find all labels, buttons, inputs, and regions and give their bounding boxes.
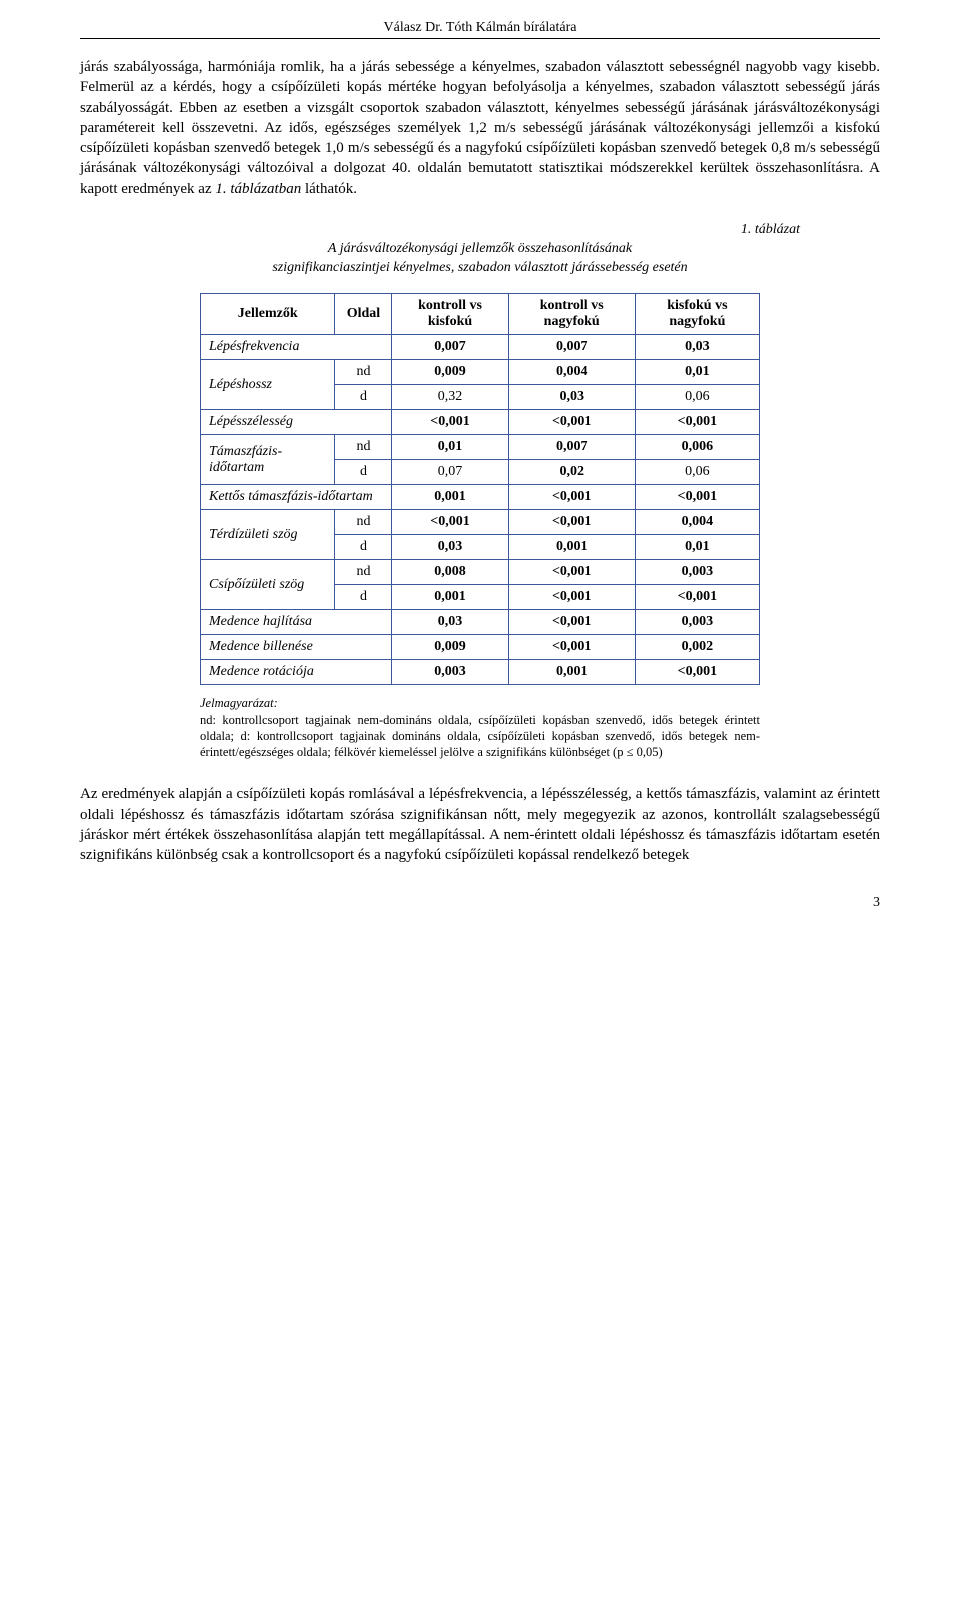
value-cell: <0,001	[508, 410, 635, 435]
side-cell: nd	[335, 360, 392, 385]
side-cell: nd	[335, 510, 392, 535]
value-cell: 0,004	[508, 360, 635, 385]
value-cell: 0,03	[392, 535, 508, 560]
caption-line1: A járásváltozékonysági jellemzők összeha…	[328, 241, 632, 256]
value-cell: <0,001	[635, 660, 759, 685]
value-cell: <0,001	[392, 510, 508, 535]
para1-em: 1. táblázatban	[215, 181, 301, 197]
value-cell: 0,01	[635, 360, 759, 385]
row-label: Térdízületi szög	[201, 510, 335, 560]
value-cell: <0,001	[508, 560, 635, 585]
value-cell: 0,06	[635, 460, 759, 485]
value-cell: 0,004	[635, 510, 759, 535]
value-cell: 0,01	[635, 535, 759, 560]
value-cell: 0,001	[392, 485, 508, 510]
value-cell: 0,03	[392, 610, 508, 635]
value-cell: 0,03	[508, 385, 635, 410]
row-label: Medence rotációja	[201, 660, 392, 685]
value-cell: 0,009	[392, 360, 508, 385]
value-cell: <0,001	[635, 485, 759, 510]
table-row: Kettős támaszfázis-időtartam0,001<0,001<…	[201, 485, 760, 510]
value-cell: 0,008	[392, 560, 508, 585]
value-cell: 0,006	[635, 435, 759, 460]
row-label: Lépéshossz	[201, 360, 335, 410]
side-cell: d	[335, 535, 392, 560]
value-cell: <0,001	[508, 485, 635, 510]
side-cell: nd	[335, 560, 392, 585]
value-cell: <0,001	[508, 510, 635, 535]
side-cell: nd	[335, 435, 392, 460]
th-kontroll-kisfoku: kontroll vs kisfokú	[392, 294, 508, 335]
table-row: Medence hajlítása0,03<0,0010,003	[201, 610, 760, 635]
table-head: Jellemzők Oldal kontroll vs kisfokú kont…	[201, 294, 760, 335]
value-cell: 0,003	[635, 610, 759, 635]
th-oldal: Oldal	[335, 294, 392, 335]
th-kisfoku-nagyfoku: kisfokú vs nagyfokú	[635, 294, 759, 335]
para1-text: járás szabályossága, harmóniája romlik, …	[80, 59, 880, 197]
caption-line2: szignifikanciaszintjei kényelmes, szabad…	[272, 260, 687, 275]
row-label: Csípőízületi szög	[201, 560, 335, 610]
value-cell: 0,32	[392, 385, 508, 410]
para1-end: láthatók.	[301, 181, 357, 197]
caption-number: 1. táblázat	[160, 221, 800, 240]
table-row: Medence billenése0,009<0,0010,002	[201, 635, 760, 660]
page-number: 3	[80, 895, 880, 911]
value-cell: <0,001	[635, 585, 759, 610]
value-cell: 0,02	[508, 460, 635, 485]
paragraph-1: járás szabályossága, harmóniája romlik, …	[80, 57, 880, 199]
row-label: Kettős támaszfázis-időtartam	[201, 485, 392, 510]
row-label: Medence hajlítása	[201, 610, 392, 635]
table-row: Térdízületi szögnd<0,001<0,0010,004	[201, 510, 760, 535]
data-table: Jellemzők Oldal kontroll vs kisfokú kont…	[200, 293, 760, 685]
value-cell: 0,001	[392, 585, 508, 610]
value-cell: 0,001	[508, 535, 635, 560]
row-label: Lépésfrekvencia	[201, 335, 392, 360]
table-legend: Jelmagyarázat: nd: kontrollcsoport tagja…	[200, 695, 760, 760]
value-cell: <0,001	[508, 635, 635, 660]
table-row: Lépésszélesség<0,001<0,001<0,001	[201, 410, 760, 435]
legend-text: nd: kontrollcsoport tagjainak nem-dominá…	[200, 713, 760, 760]
legend-title: Jelmagyarázat:	[200, 696, 278, 710]
row-label: Lépésszélesség	[201, 410, 392, 435]
th-jellemzok: Jellemzők	[201, 294, 335, 335]
table-row: Lépéshossznd0,0090,0040,01	[201, 360, 760, 385]
running-header: Válasz Dr. Tóth Kálmán bírálatára	[80, 20, 880, 36]
value-cell: 0,002	[635, 635, 759, 660]
value-cell: <0,001	[392, 410, 508, 435]
value-cell: 0,06	[635, 385, 759, 410]
value-cell: 0,07	[392, 460, 508, 485]
table-body: Lépésfrekvencia0,0070,0070,03Lépéshosszn…	[201, 335, 760, 685]
side-cell: d	[335, 460, 392, 485]
table-row: Támaszfázis-időtartamnd0,010,0070,006	[201, 435, 760, 460]
header-rule	[80, 38, 880, 39]
table-row: Lépésfrekvencia0,0070,0070,03	[201, 335, 760, 360]
page: Válasz Dr. Tóth Kálmán bírálatára járás …	[40, 0, 920, 951]
paragraph-2: Az eredmények alapján a csípőízületi kop…	[80, 784, 880, 865]
table-row: Medence rotációja0,0030,001<0,001	[201, 660, 760, 685]
side-cell: d	[335, 585, 392, 610]
value-cell: 0,007	[508, 335, 635, 360]
value-cell: 0,009	[392, 635, 508, 660]
table-row: Csípőízületi szögnd0,008<0,0010,003	[201, 560, 760, 585]
value-cell: 0,01	[392, 435, 508, 460]
value-cell: 0,007	[392, 335, 508, 360]
value-cell: <0,001	[508, 585, 635, 610]
table-wrap: Jellemzők Oldal kontroll vs kisfokú kont…	[80, 293, 880, 685]
value-cell: 0,007	[508, 435, 635, 460]
row-label: Támaszfázis-időtartam	[201, 435, 335, 485]
value-cell: 0,001	[508, 660, 635, 685]
th-kontroll-nagyfoku: kontroll vs nagyfokú	[508, 294, 635, 335]
value-cell: 0,003	[635, 560, 759, 585]
side-cell: d	[335, 385, 392, 410]
table-caption: 1. táblázat A járásváltozékonysági jelle…	[160, 221, 800, 278]
value-cell: 0,03	[635, 335, 759, 360]
value-cell: 0,003	[392, 660, 508, 685]
row-label: Medence billenése	[201, 635, 392, 660]
value-cell: <0,001	[508, 610, 635, 635]
value-cell: <0,001	[635, 410, 759, 435]
